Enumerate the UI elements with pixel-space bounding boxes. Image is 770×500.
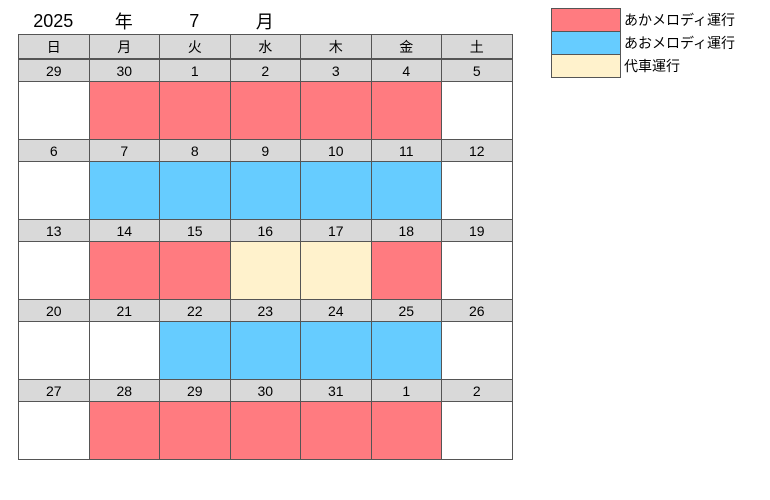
date-label: 29 (18, 59, 90, 82)
day-cell (18, 401, 90, 460)
date-label: 26 (441, 299, 513, 322)
date-label: 10 (300, 139, 372, 162)
date-label: 2 (229, 59, 301, 82)
day-cell (159, 81, 231, 140)
day-cell (229, 161, 301, 220)
day-cell (18, 241, 90, 300)
legend-swatch (551, 8, 621, 32)
day-cell (18, 321, 90, 380)
day-cell (370, 81, 442, 140)
date-label: 30 (229, 379, 301, 402)
day-cell (229, 321, 301, 380)
date-label: 7 (88, 139, 160, 162)
date-label: 29 (159, 379, 231, 402)
date-label: 16 (229, 219, 301, 242)
date-label: 30 (88, 59, 160, 82)
title-year: 2025 (33, 10, 74, 31)
weekday-header: 木 (300, 34, 372, 59)
legend-label: あかメロディ運行 (624, 12, 736, 28)
title-month: 7 (189, 10, 200, 31)
date-label: 14 (88, 219, 160, 242)
day-cell (441, 161, 513, 220)
date-label: 19 (441, 219, 513, 242)
legend-swatch (551, 31, 621, 55)
legend-label: 代車運行 (624, 58, 680, 74)
date-label: 22 (159, 299, 231, 322)
date-label: 25 (370, 299, 442, 322)
day-cell (370, 161, 442, 220)
day-cell (88, 321, 160, 380)
title-month-unit: 月 (255, 12, 274, 32)
day-cell (88, 161, 160, 220)
day-cell (441, 241, 513, 300)
date-label: 17 (300, 219, 372, 242)
date-label: 4 (370, 59, 442, 82)
date-label: 1 (159, 59, 231, 82)
date-label: 1 (370, 379, 442, 402)
date-label: 27 (18, 379, 90, 402)
weekday-header: 日 (18, 34, 90, 59)
day-cell (229, 241, 301, 300)
legend-swatch (551, 54, 621, 78)
day-cell (88, 401, 160, 460)
day-cell (300, 401, 372, 460)
date-label: 9 (229, 139, 301, 162)
day-cell (18, 161, 90, 220)
date-label: 20 (18, 299, 90, 322)
weekday-header: 火 (159, 34, 231, 59)
day-cell (441, 81, 513, 140)
date-label: 11 (370, 139, 442, 162)
day-cell (370, 321, 442, 380)
day-cell (300, 81, 372, 140)
date-label: 23 (229, 299, 301, 322)
day-cell (229, 401, 301, 460)
day-cell (159, 161, 231, 220)
date-label: 8 (159, 139, 231, 162)
weekday-header: 土 (441, 34, 513, 59)
day-cell (18, 81, 90, 140)
day-cell (370, 401, 442, 460)
weekday-header: 金 (370, 34, 442, 59)
day-cell (441, 321, 513, 380)
date-label: 18 (370, 219, 442, 242)
date-label: 5 (441, 59, 513, 82)
day-cell (88, 241, 160, 300)
day-cell (441, 401, 513, 460)
day-cell (88, 81, 160, 140)
day-cell (229, 81, 301, 140)
day-cell (300, 321, 372, 380)
date-label: 12 (441, 139, 513, 162)
day-cell (300, 161, 372, 220)
date-label: 15 (159, 219, 231, 242)
date-label: 28 (88, 379, 160, 402)
weekday-header: 水 (229, 34, 301, 59)
day-cell (300, 241, 372, 300)
day-cell (159, 241, 231, 300)
date-label: 3 (300, 59, 372, 82)
day-cell (159, 401, 231, 460)
date-label: 24 (300, 299, 372, 322)
date-label: 2 (441, 379, 513, 402)
title-year-unit: 年 (114, 12, 133, 32)
date-label: 6 (18, 139, 90, 162)
date-label: 13 (18, 219, 90, 242)
day-cell (370, 241, 442, 300)
date-label: 21 (88, 299, 160, 322)
weekday-header: 月 (88, 34, 160, 59)
day-cell (159, 321, 231, 380)
date-label: 31 (300, 379, 372, 402)
legend-label: あおメロディ運行 (624, 35, 736, 51)
